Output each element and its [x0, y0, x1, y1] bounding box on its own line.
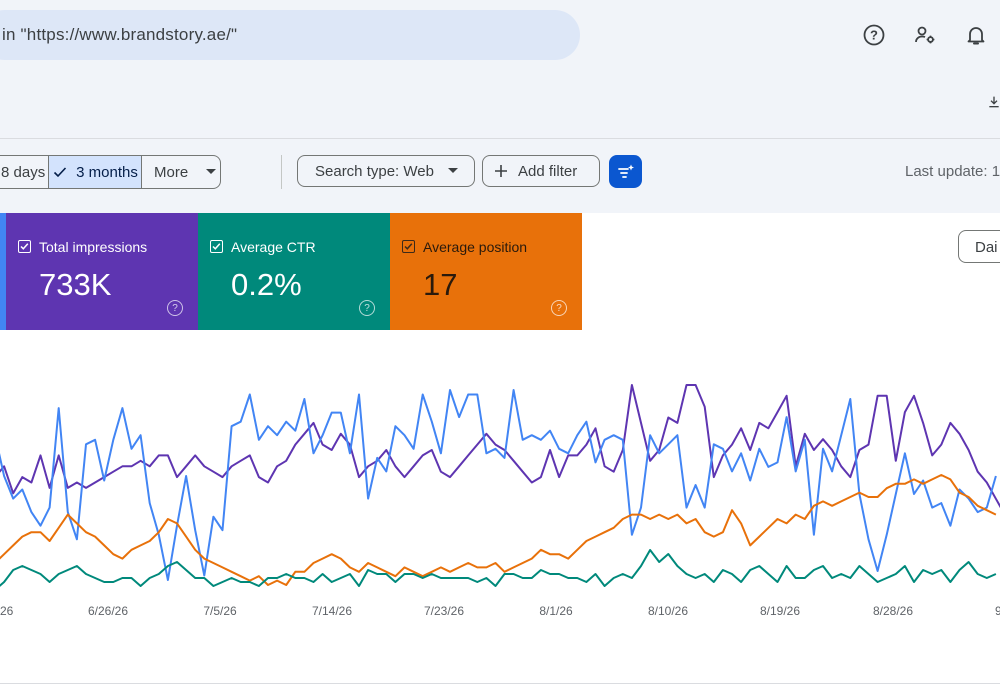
x-tick-label: 7/14/26 [311, 604, 353, 618]
last-update-text: Last update: 1 [905, 163, 1000, 180]
x-tick-label: 7/23/26 [423, 604, 465, 618]
x-tick-label: 7/5/26 [203, 604, 237, 618]
metric-label: Average position [423, 239, 528, 255]
series-line-0 [0, 384, 1000, 509]
metric-label: Total impressions [39, 239, 148, 255]
x-tick-label: 8/28/26 [872, 604, 914, 618]
search-inspect-bar[interactable]: in "https://www.brandstory.ae/" [0, 10, 580, 60]
checkbox-icon[interactable] [18, 240, 31, 253]
help-icon[interactable]: ? [861, 22, 887, 48]
manage-users-icon[interactable] [912, 22, 938, 48]
date-option-more[interactable]: More [142, 156, 220, 188]
checkbox-icon[interactable] [210, 240, 223, 253]
check-icon [54, 167, 67, 178]
add-filter-button[interactable]: Add filter [482, 155, 600, 187]
help-icon[interactable]: ? [359, 300, 375, 316]
chart-baseline [0, 683, 1000, 684]
metric-value: 17 [423, 267, 458, 302]
date-option-3-months[interactable]: 3 months [48, 156, 142, 188]
metric-value: 0.2% [231, 267, 302, 302]
date-option-8-days[interactable]: 8 days [1, 163, 46, 181]
x-tick-label: 8/1/26 [539, 604, 573, 618]
date-range-selector: 8 days 3 months More [0, 155, 221, 189]
metric-card-ctr[interactable]: Average CTR 0.2% ? [198, 213, 390, 330]
dropdown-arrow-icon [447, 168, 458, 173]
x-tick-label: 9/ [994, 604, 1000, 618]
checkbox-icon[interactable] [402, 240, 415, 253]
metric-card-impressions[interactable]: Total impressions 733K ? [6, 213, 198, 330]
divider [281, 155, 282, 189]
x-tick-label: 8/19/26 [759, 604, 801, 618]
download-icon[interactable] [986, 90, 1000, 114]
metric-label: Average CTR [231, 239, 316, 255]
notifications-icon[interactable] [963, 22, 989, 48]
search-type-dropdown[interactable]: Search type: Web [297, 155, 475, 187]
filter-sparkle-icon [617, 164, 634, 178]
performance-line-chart [0, 384, 1000, 587]
total-clicks-card-edge[interactable] [0, 213, 6, 330]
filter-settings-button[interactable] [609, 155, 642, 188]
series-line-3 [0, 549, 997, 587]
series-line-2 [0, 474, 997, 586]
help-icon[interactable]: ? [167, 300, 183, 316]
x-tick-label: 8/10/26 [647, 604, 689, 618]
plus-icon [495, 165, 507, 177]
metric-card-position[interactable]: Average position 17 ? [390, 213, 582, 330]
filter-bar: 8 days 3 months More Search type: Web Ad… [0, 139, 1000, 213]
x-tick-label: 6/26/26 [87, 604, 129, 618]
daily-toggle-button[interactable]: Dai [958, 230, 1000, 263]
svg-text:?: ? [870, 28, 878, 43]
search-text: in "https://www.brandstory.ae/" [2, 25, 238, 44]
series-line-1 [0, 389, 997, 581]
x-tick-label: /26 [0, 604, 14, 618]
help-icon[interactable]: ? [551, 300, 567, 316]
top-bar: in "https://www.brandstory.ae/" ? [0, 0, 1000, 139]
metric-value: 733K [39, 267, 112, 302]
dropdown-arrow-icon [206, 169, 217, 174]
